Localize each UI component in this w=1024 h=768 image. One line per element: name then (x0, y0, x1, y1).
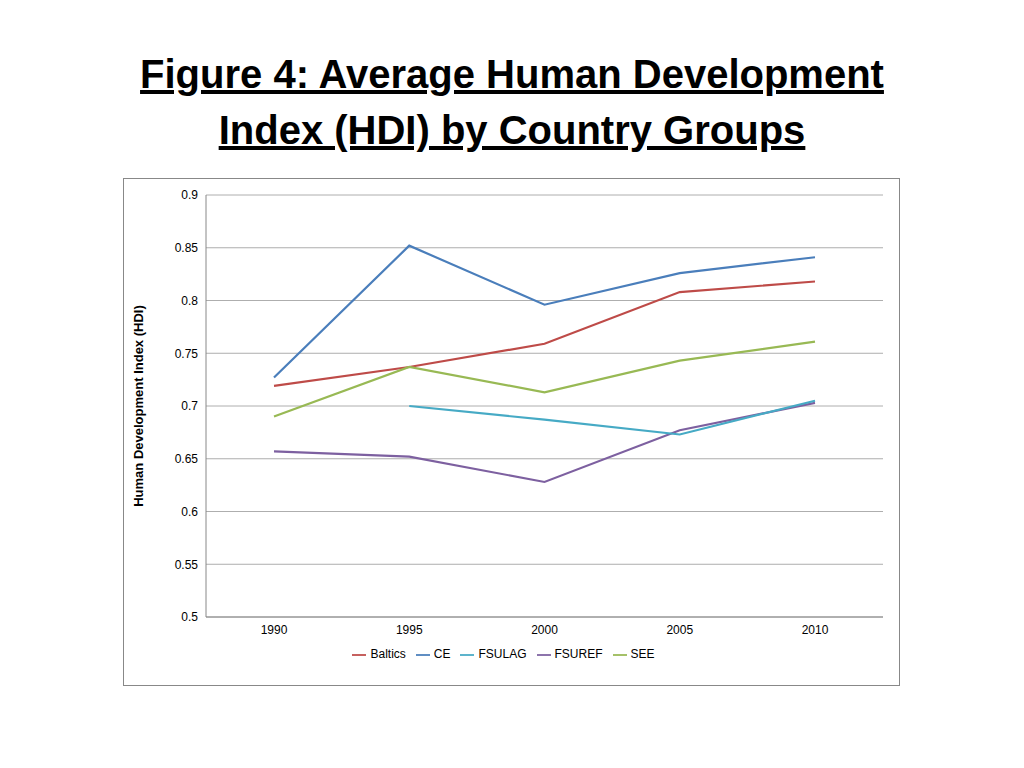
svg-text:0.7: 0.7 (181, 399, 198, 413)
html-text:FSUREF: FSUREF (554, 647, 603, 661)
svg-text:0.8: 0.8 (181, 294, 198, 308)
svg-text:0.5: 0.5 (181, 610, 198, 624)
html-text:Baltics: Baltics (370, 647, 406, 661)
svg-text:0.85: 0.85 (175, 241, 199, 255)
svg-text:2010: 2010 (802, 623, 829, 637)
html-text:CE: CE (433, 647, 451, 661)
svg-text:2005: 2005 (666, 623, 693, 637)
svg-text:1990: 1990 (261, 623, 288, 637)
svg-text:0.65: 0.65 (175, 452, 199, 466)
svg-text:0.9: 0.9 (181, 188, 198, 202)
svg-text:0.6: 0.6 (181, 505, 198, 519)
svg-text:2000: 2000 (531, 623, 558, 637)
html-text:SEE: SEE (630, 647, 655, 661)
svg-text:0.75: 0.75 (175, 347, 199, 361)
html-text:FSULAG: FSULAG (478, 647, 527, 661)
svg-text:1995: 1995 (396, 623, 423, 637)
svg-text:0.55: 0.55 (175, 558, 199, 572)
html-text:Figure 4: Average Human Develo: Figure 4: Average Human Development Inde… (140, 52, 884, 152)
svg-text:Human Development Index (HDI): Human Development Index (HDI) (131, 305, 146, 507)
